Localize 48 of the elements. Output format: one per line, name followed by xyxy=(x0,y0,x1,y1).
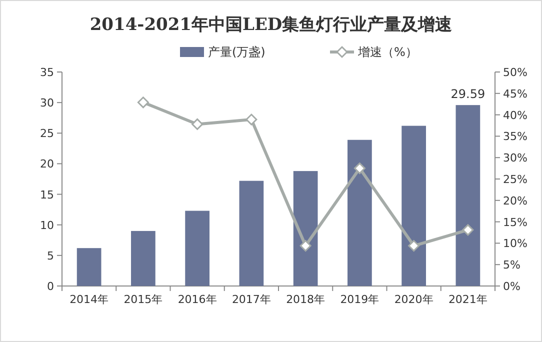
y2-tick-label: 50% xyxy=(503,66,528,79)
legend-label: 增速（%） xyxy=(357,45,418,59)
y-tick-label: 10 xyxy=(40,218,54,232)
y2-tick-label: 5% xyxy=(503,258,520,272)
point xyxy=(354,162,366,174)
legend-line: 增速（%） xyxy=(330,45,418,59)
chart-title: 2014-2021年中国LED集鱼灯行业产量及增速 xyxy=(90,15,452,35)
y-tick-label: 15 xyxy=(40,188,54,202)
y2-tick-label: 25% xyxy=(503,173,528,186)
bar xyxy=(131,230,156,286)
point xyxy=(462,224,474,236)
x-tick-label: 2019年 xyxy=(340,293,380,306)
x-tick-label: 2021年 xyxy=(448,293,488,306)
y2-tick-label: 10% xyxy=(503,237,528,250)
y2-tick-label: 0% xyxy=(503,280,520,293)
x-tick-label: 2020年 xyxy=(394,293,434,306)
bar xyxy=(456,105,480,286)
data-label: 29.59 xyxy=(450,87,486,102)
y-tick-label: 0 xyxy=(47,280,54,293)
bar xyxy=(293,171,318,286)
point xyxy=(408,240,420,252)
legend-bar: 产量(万盏) xyxy=(180,45,266,59)
y-tick-label: 5 xyxy=(47,249,54,262)
y2-tick-label: 35% xyxy=(503,130,528,144)
bar xyxy=(402,126,426,286)
x-tick-label: 2018年 xyxy=(286,293,326,306)
bar xyxy=(76,248,102,286)
y-tick-label: 35 xyxy=(40,66,54,79)
point xyxy=(137,96,149,108)
y2-tick-label: 15% xyxy=(503,216,528,229)
y2-tick-label: 20% xyxy=(503,194,528,208)
y2-tick-label: 30% xyxy=(503,152,528,165)
point xyxy=(300,240,312,252)
point xyxy=(192,118,204,130)
bar xyxy=(185,210,210,286)
y-tick-label: 30 xyxy=(40,96,54,110)
x-tick-label: 2016年 xyxy=(178,293,217,306)
x-tick-label: 2015年 xyxy=(124,293,163,306)
legend-label: 产量(万盏) xyxy=(208,45,266,59)
y-tick-label: 25 xyxy=(40,127,54,140)
bar xyxy=(239,180,264,286)
bar xyxy=(348,140,372,286)
x-tick-label: 2017年 xyxy=(232,293,271,306)
y-tick-label: 20 xyxy=(40,158,54,171)
y2-tick-label: 45% xyxy=(503,87,528,100)
x-tick-label: 2014年 xyxy=(70,293,109,306)
y2-tick-label: 40% xyxy=(503,108,528,122)
point xyxy=(246,114,258,126)
